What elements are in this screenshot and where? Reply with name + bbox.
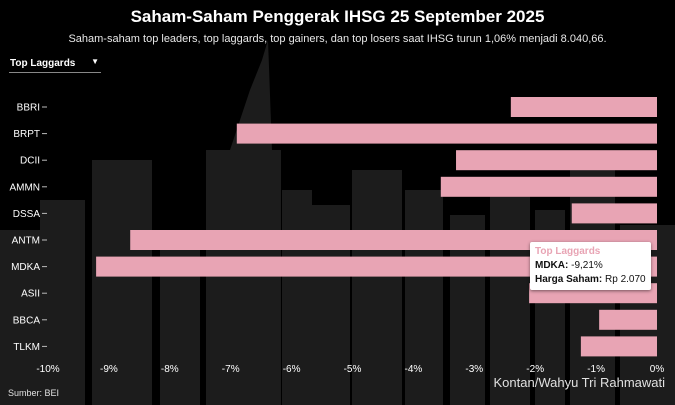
chart-title: Saham-Saham Penggerak IHSG 25 September … — [130, 7, 545, 26]
y-tick-label: BBRI — [17, 103, 40, 114]
x-tick-label: -8% — [161, 364, 179, 375]
tooltip: Top Laggards MDKA: -9,21% Harga Saham: R… — [530, 242, 651, 290]
bar-bbca[interactable] — [599, 309, 657, 330]
x-tick-label: -9% — [100, 364, 118, 375]
tooltip-price-value: Rp 2.070 — [605, 274, 646, 285]
x-tick-label: -4% — [405, 364, 423, 375]
x-tick-label: -5% — [344, 364, 362, 375]
y-tick-label: ASII — [21, 289, 40, 300]
credit: Kontan/Wahyu Tri Rahmawati — [493, 375, 665, 390]
tooltip-ticker-row: MDKA: -9,21% — [535, 260, 603, 271]
bar-dcii[interactable] — [456, 150, 657, 171]
y-tick-label: ANTM — [12, 236, 40, 247]
x-tick-label: -10% — [36, 364, 59, 375]
bar-dssa[interactable] — [571, 203, 657, 224]
tooltip-ticker-label: MDKA: — [535, 260, 569, 271]
tooltip-price-row: Harga Saham: Rp 2.070 — [535, 274, 646, 285]
y-tick-label: BRPT — [13, 129, 40, 140]
y-tick-label: DCII — [20, 156, 40, 167]
x-tick-label: -1% — [587, 364, 605, 375]
y-tick-label: BBCA — [13, 315, 41, 326]
category-dropdown[interactable]: Top Laggards ▼ — [9, 56, 101, 73]
bar-bbri[interactable] — [510, 97, 657, 117]
chart-subtitle: Saham-saham top leaders, top laggards, t… — [68, 33, 607, 45]
x-tick-label: -7% — [222, 364, 240, 375]
bar-brpt[interactable] — [236, 123, 658, 144]
bar-antm[interactable] — [130, 230, 658, 250]
x-tick-label: -3% — [465, 364, 483, 375]
y-tick-label: DSSA — [13, 209, 41, 220]
source-note: Sumber: BEI — [8, 388, 60, 398]
tooltip-title: Top Laggards — [535, 246, 601, 257]
y-tick-label: AMMN — [9, 182, 40, 193]
bar-ammn[interactable] — [440, 176, 657, 197]
bar-tlkm[interactable] — [580, 336, 657, 357]
chevron-down-icon: ▼ — [91, 57, 99, 66]
x-tick-label: -2% — [526, 364, 544, 375]
y-tick-label: MDKA — [11, 262, 40, 273]
dropdown-selected-label: Top Laggards — [10, 58, 76, 69]
tooltip-ticker-value: -9,21% — [571, 260, 603, 271]
x-tick-label: 0% — [650, 364, 665, 375]
tooltip-price-label: Harga Saham: — [535, 274, 603, 285]
x-tick-label: -6% — [283, 364, 301, 375]
bar-mdka[interactable] — [96, 256, 657, 277]
y-tick-label: TLKM — [13, 342, 40, 353]
